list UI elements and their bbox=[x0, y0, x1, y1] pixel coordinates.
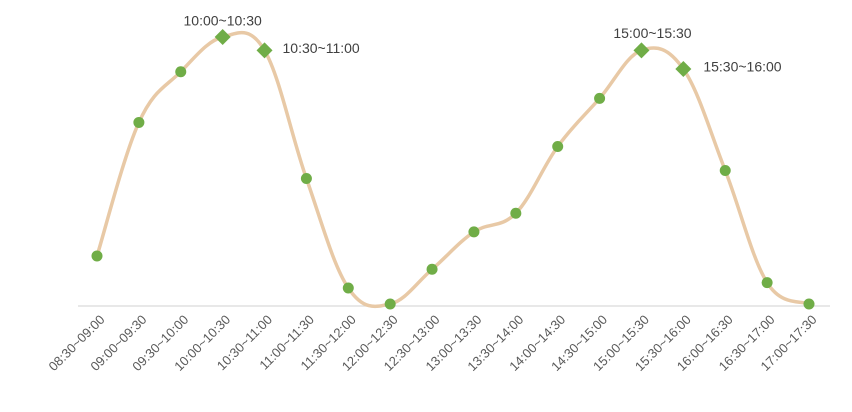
data-point bbox=[426, 263, 438, 275]
data-point-diamond bbox=[633, 42, 650, 59]
data-point bbox=[594, 92, 606, 104]
peak-annotations: 10:00~10:30 10:30~11:00 15:00~15:30 15:30~1… bbox=[184, 13, 782, 75]
data-point-diamond bbox=[214, 29, 231, 45]
peak-annotation: 15:30~16:00 bbox=[703, 59, 781, 75]
data-point-diamond bbox=[256, 42, 273, 59]
peak-annotation: 10:30~11:00 bbox=[283, 40, 360, 56]
data-point bbox=[384, 298, 396, 310]
data-point bbox=[91, 250, 103, 262]
data-point bbox=[719, 165, 731, 176]
data-point-diamond bbox=[675, 61, 692, 78]
data-point bbox=[803, 298, 815, 310]
data-point bbox=[468, 226, 480, 238]
data-markers bbox=[91, 29, 815, 310]
series-line bbox=[95, 30, 811, 309]
data-point bbox=[300, 173, 312, 185]
peak-annotation: 10:00~10:30 bbox=[184, 13, 262, 29]
peak-annotation: 15:00~15:30 bbox=[613, 25, 691, 41]
data-point bbox=[761, 277, 773, 289]
x-tick-labels: 08:30~09:0009:00~09:3009:30~10:0010:00~1… bbox=[46, 312, 820, 374]
data-point bbox=[552, 140, 564, 152]
data-point bbox=[342, 282, 354, 294]
data-point bbox=[175, 66, 187, 78]
data-point bbox=[510, 207, 522, 219]
data-point bbox=[133, 116, 145, 128]
